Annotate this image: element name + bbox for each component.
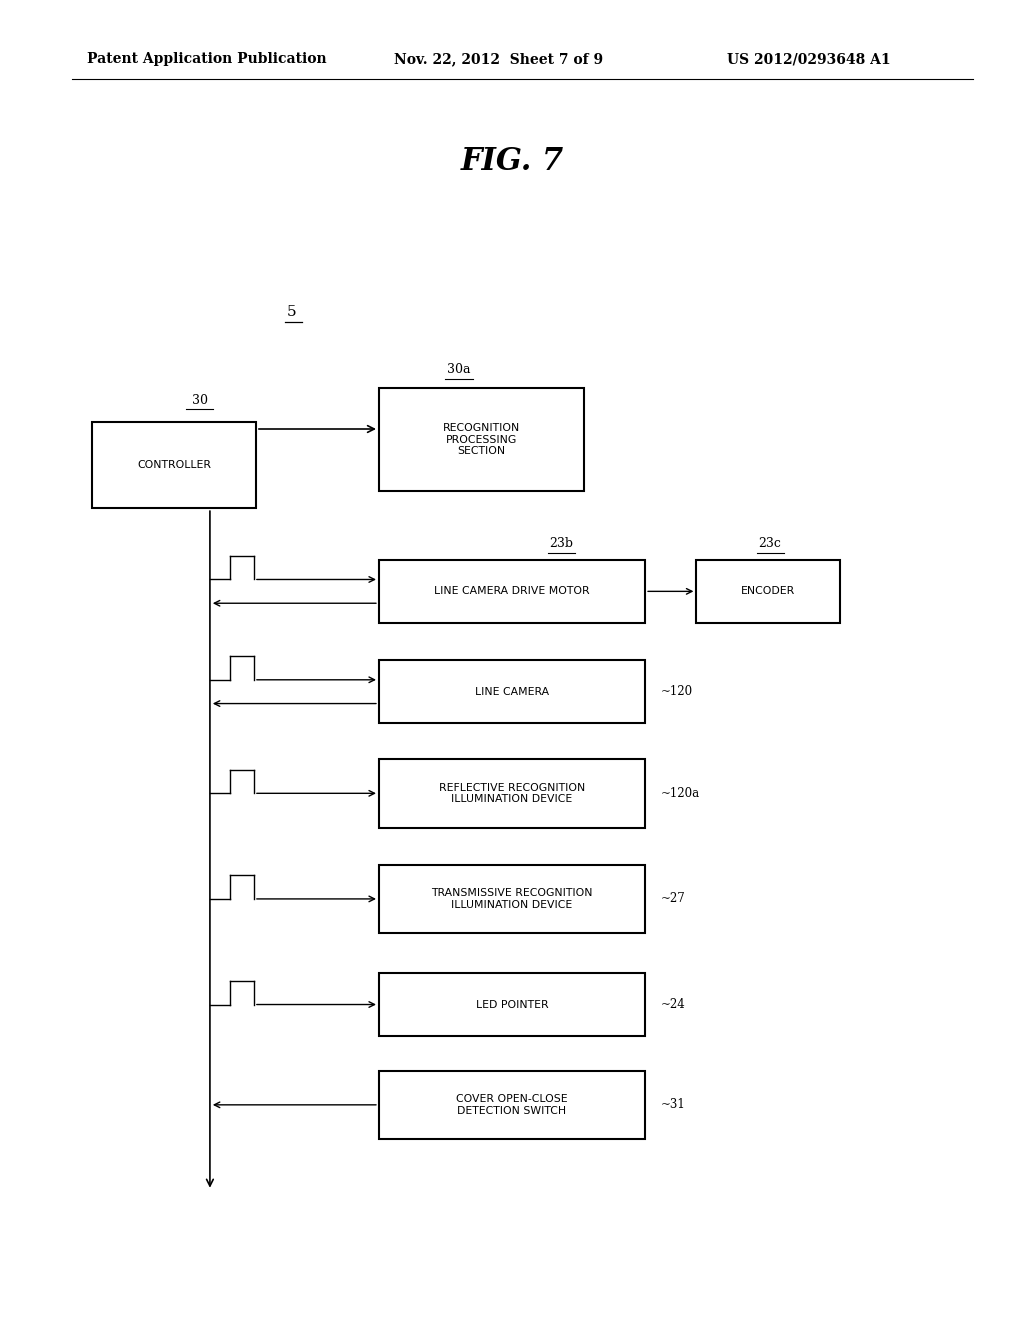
Text: RECOGNITION
PROCESSING
SECTION: RECOGNITION PROCESSING SECTION <box>442 422 520 457</box>
FancyBboxPatch shape <box>379 560 645 623</box>
Text: LED POINTER: LED POINTER <box>476 999 548 1010</box>
FancyBboxPatch shape <box>92 422 256 508</box>
Text: COVER OPEN-CLOSE
DETECTION SWITCH: COVER OPEN-CLOSE DETECTION SWITCH <box>456 1094 568 1115</box>
Text: ENCODER: ENCODER <box>741 586 795 597</box>
Text: ~27: ~27 <box>660 892 685 906</box>
Text: CONTROLLER: CONTROLLER <box>137 461 211 470</box>
Text: LINE CAMERA: LINE CAMERA <box>475 686 549 697</box>
Text: 5: 5 <box>287 305 297 319</box>
Text: 30: 30 <box>191 393 208 407</box>
Text: Patent Application Publication: Patent Application Publication <box>87 53 327 66</box>
FancyBboxPatch shape <box>379 759 645 828</box>
Text: TRANSMISSIVE RECOGNITION
ILLUMINATION DEVICE: TRANSMISSIVE RECOGNITION ILLUMINATION DE… <box>431 888 593 909</box>
Text: ~31: ~31 <box>660 1098 685 1111</box>
Text: 30a: 30a <box>447 363 470 376</box>
FancyBboxPatch shape <box>379 660 645 723</box>
FancyBboxPatch shape <box>379 1071 645 1139</box>
Text: 23c: 23c <box>759 537 781 550</box>
FancyBboxPatch shape <box>379 865 645 933</box>
Text: LINE CAMERA DRIVE MOTOR: LINE CAMERA DRIVE MOTOR <box>434 586 590 597</box>
Text: REFLECTIVE RECOGNITION
ILLUMINATION DEVICE: REFLECTIVE RECOGNITION ILLUMINATION DEVI… <box>439 783 585 804</box>
Text: ~120a: ~120a <box>660 787 699 800</box>
Text: US 2012/0293648 A1: US 2012/0293648 A1 <box>727 53 891 66</box>
Text: ~24: ~24 <box>660 998 685 1011</box>
Text: Nov. 22, 2012  Sheet 7 of 9: Nov. 22, 2012 Sheet 7 of 9 <box>394 53 603 66</box>
Text: FIG. 7: FIG. 7 <box>461 145 563 177</box>
FancyBboxPatch shape <box>696 560 840 623</box>
Text: ~120: ~120 <box>660 685 692 698</box>
FancyBboxPatch shape <box>379 973 645 1036</box>
FancyBboxPatch shape <box>379 388 584 491</box>
Text: 23b: 23b <box>549 537 573 550</box>
